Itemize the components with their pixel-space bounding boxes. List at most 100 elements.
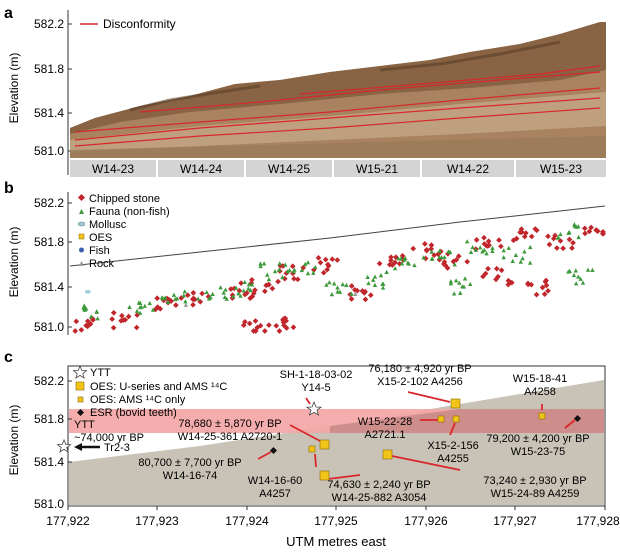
legend-label: OES: U-series and AMS ¹⁴C — [90, 381, 227, 393]
annotation-line: A4255 — [437, 453, 469, 465]
scatter-point — [380, 285, 386, 290]
panel-c: c Elevation (m) 582.2 581.8 581.4 581.0 … — [4, 349, 620, 549]
annotation-line: 79,200 ± 4,200 yr BP — [486, 433, 589, 445]
scatter-point — [206, 296, 212, 301]
scatter-point — [183, 302, 189, 307]
scatter-point — [446, 249, 451, 254]
scatter-point — [233, 285, 239, 290]
scatter-point — [142, 303, 147, 308]
scatter-point — [423, 246, 430, 253]
scatter-point — [242, 279, 247, 285]
scatter-point — [109, 316, 115, 322]
scatter-point — [581, 225, 588, 232]
panel-a-ylabel: Elevation (m) — [7, 53, 21, 124]
scatter-point — [82, 303, 87, 308]
scatter-point — [518, 259, 523, 264]
scatter-point — [448, 281, 454, 286]
oes-useries-marker — [382, 449, 393, 460]
scatter-point — [480, 249, 485, 254]
section-labels: W14-23 W14-24 W14-25 W15-21 W14-22 W15-2… — [70, 160, 606, 177]
scatter-point — [485, 238, 492, 245]
annotation-line: A2721.1 — [365, 429, 406, 441]
panel-a-ytick: 581.4 — [34, 106, 64, 120]
scatter-point — [329, 292, 335, 297]
oes-useries-marker — [450, 398, 461, 409]
annotation-line: W15-22-28 — [358, 416, 412, 428]
panel-b-legend: Chipped stone Fauna (non-fish) Mollusc O… — [77, 193, 170, 270]
scatter-point — [348, 296, 355, 302]
legend-label: OES: AMS ¹⁴C only — [90, 394, 186, 406]
annotation-line: 76,180 ± 4,920 yr BP — [368, 363, 471, 375]
scatter-point — [238, 280, 244, 286]
panel-c-xtick: 177,925 — [314, 514, 358, 528]
scatter-point — [257, 322, 264, 329]
ytt-band-label: YTT — [74, 419, 95, 431]
scatter-point — [313, 264, 318, 270]
panel-b-ylabel: Elevation (m) — [7, 227, 21, 298]
panel-c-xtick: 177,927 — [493, 514, 537, 528]
scatter-point — [168, 298, 175, 304]
scatter-point — [594, 227, 600, 234]
scatter-point — [392, 259, 398, 266]
scatter-point — [506, 245, 511, 250]
scatter-point — [236, 291, 241, 296]
scatter-point — [490, 245, 495, 250]
scatter-point — [280, 274, 285, 280]
scatter-point — [573, 268, 579, 273]
scatter-point — [94, 309, 99, 314]
scatter-point — [501, 254, 506, 260]
diamond-icon — [77, 193, 86, 202]
section-label: W14-25 — [268, 162, 310, 176]
scatter-point — [458, 290, 463, 295]
scatter-point — [280, 316, 287, 322]
scatter-point — [240, 322, 247, 329]
scatter-point — [588, 224, 594, 231]
scatter-point — [381, 281, 386, 286]
scatter-point — [242, 291, 248, 298]
scatter-point — [222, 294, 228, 300]
scatter-point — [299, 267, 305, 273]
scatter-point — [402, 257, 407, 262]
scatter-point — [228, 286, 234, 292]
scatter-point — [246, 286, 251, 291]
section-label: W15-23 — [540, 162, 582, 176]
section-box — [70, 160, 156, 177]
panel-c-label: c — [4, 349, 13, 366]
scatter-point — [556, 235, 561, 240]
scatter-point — [88, 314, 94, 319]
scatter-point — [171, 292, 177, 297]
scatter-point — [324, 266, 330, 273]
scatter-point — [252, 318, 259, 324]
panel-c-xtick: 177,923 — [135, 514, 179, 528]
scatter-point — [340, 282, 345, 287]
disconformity-lines — [74, 65, 601, 147]
scatter-point — [410, 245, 417, 252]
scatter-point — [505, 281, 512, 288]
scatter-point — [428, 242, 435, 248]
annotation-line: Y14-5 — [301, 382, 330, 394]
scatter-point — [477, 245, 483, 250]
scatter-point — [266, 277, 272, 282]
scatter-point — [372, 282, 378, 287]
scatter-point — [520, 256, 525, 261]
scatter-point — [453, 256, 460, 263]
scatter-point — [173, 302, 179, 308]
panel-c-markers — [269, 398, 582, 481]
scatter-point — [335, 285, 340, 290]
panel-b-ytick: 581.0 — [34, 320, 64, 334]
scatter-point — [133, 324, 140, 331]
panel-c-ylabel: Elevation (m) — [7, 405, 21, 476]
scatter-point — [523, 230, 529, 236]
scatter-point — [73, 318, 80, 325]
scatter-point — [461, 284, 467, 289]
oes-ams-marker — [538, 412, 546, 420]
annotation-line: A4258 — [524, 386, 556, 398]
scatter-point — [378, 273, 384, 278]
scatter-point — [570, 239, 576, 246]
scatter-point — [569, 245, 575, 251]
scatter-point — [283, 262, 288, 267]
triangle-icon — [79, 261, 84, 266]
scatter-point — [195, 296, 201, 301]
scatter-point — [468, 249, 474, 255]
scatter-point — [317, 259, 324, 266]
